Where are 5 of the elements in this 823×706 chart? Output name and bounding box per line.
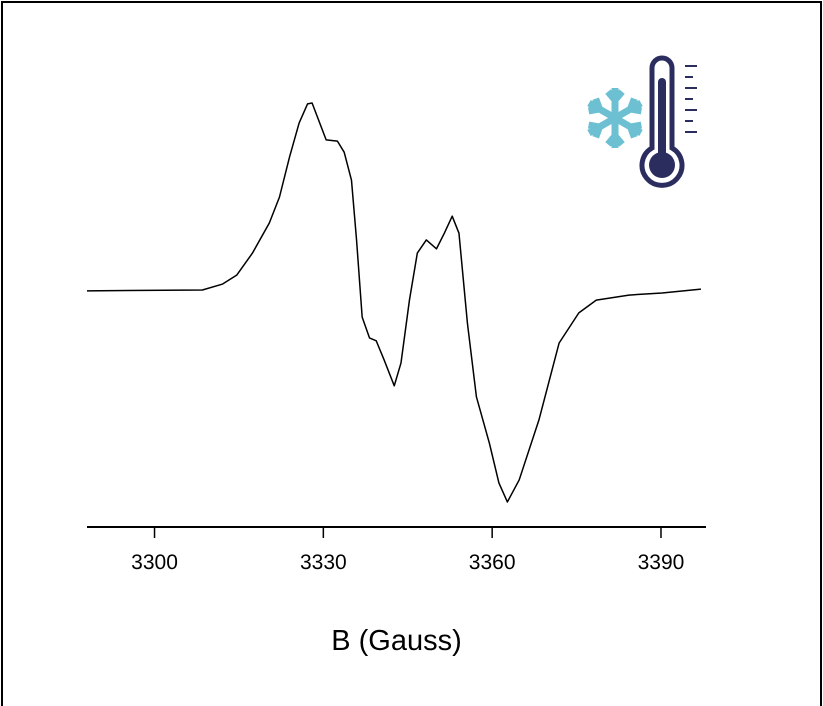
- x-tick-label: 3390: [638, 551, 684, 574]
- x-tick-label: 3300: [131, 551, 178, 574]
- x-tick-label: 3330: [300, 551, 347, 574]
- x-axis-title: B (Gauss): [331, 625, 462, 657]
- x-tick-label: 3360: [468, 551, 516, 574]
